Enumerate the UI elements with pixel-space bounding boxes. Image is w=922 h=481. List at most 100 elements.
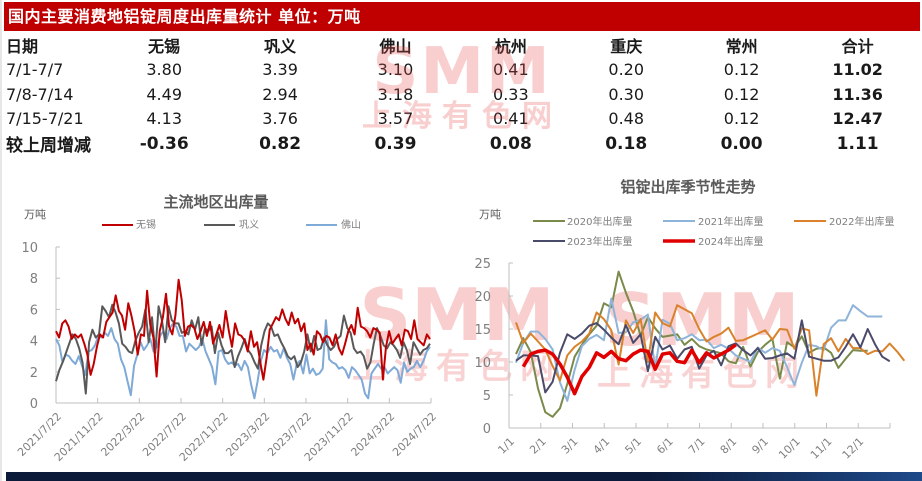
cell-date: 7/1-7/7 (6, 60, 64, 80)
y-tick-label: 10 (474, 356, 491, 371)
legend-label-foshan: 佛山 (341, 218, 361, 231)
x-tick-label: 2/1 (527, 435, 549, 457)
cell-total: 11.36 (832, 84, 883, 104)
y-tick-label: 6 (30, 303, 38, 318)
header-chongqing: 重庆 (610, 37, 643, 57)
x-tick-label: 9/1 (749, 435, 771, 457)
y-tick-label: 2 (30, 366, 38, 381)
report-title: 国内主要消费地铝锭周度出库量统计 单位：万吨 (4, 2, 920, 31)
cell-change: 0.39 (374, 133, 417, 154)
cell-value: 0.30 (608, 84, 645, 104)
y-tick-label: 8 (30, 272, 38, 287)
cell-value: 4.13 (146, 109, 182, 129)
header-hangzhou: 杭州 (494, 37, 527, 57)
left-chart-legend: 无锡 巩义 佛山 (102, 218, 361, 231)
y-tick-label: 4 (30, 335, 38, 350)
x-tick-label: 2022/3/22 (98, 410, 147, 459)
x-tick-label: 3/1 (559, 435, 581, 457)
cell-value: 2.94 (262, 84, 298, 104)
table-row-weekly-change: 较上周增减 -0.36 0.82 0.39 0.08 0.18 0.00 1.1… (6, 131, 916, 157)
cell-total: 11.02 (832, 60, 883, 80)
cell-value: 3.80 (146, 60, 182, 80)
right-chart-lines (515, 270, 906, 418)
right-chart-ylabel: 万吨 (479, 208, 501, 221)
legend-label-2024: 2024年出库量 (698, 235, 763, 248)
header-total: 合计 (841, 37, 874, 57)
cell-value: 3.57 (377, 109, 414, 129)
cell-value: 3.18 (377, 84, 414, 104)
x-tick-label: 2024/3/22 (348, 410, 397, 459)
cell-value: 3.10 (377, 60, 414, 80)
outbound-stats-table: 日期 无锡 巩义 佛山 杭州 重庆 常州 合计 7/1-7/7 3.80 3.3… (6, 33, 916, 156)
cell-value: 0.33 (493, 84, 529, 104)
x-tick-label: 7/1 (686, 435, 708, 457)
series-line-2022 (515, 304, 906, 397)
cell-date: 7/8-7/14 (6, 84, 74, 104)
cell-value: 0.41 (493, 60, 529, 80)
x-tick-label: 8/1 (718, 435, 740, 457)
cell-value: 0.12 (723, 60, 760, 80)
left-chart-ylabel: 万吨 (24, 208, 46, 221)
cell-total: 12.47 (832, 109, 883, 129)
series-line-2024 (521, 343, 737, 396)
header-wuxi: 无锡 (148, 37, 181, 57)
cell-change: 0.18 (605, 133, 648, 154)
y-tick-label: 20 (474, 290, 491, 305)
table-row: 7/1-7/7 3.80 3.39 3.10 0.41 0.20 0.12 11… (6, 58, 916, 83)
right-chart-title: 铝锭出库季节性走势 (620, 178, 755, 196)
x-tick-label: 11/1 (808, 435, 835, 462)
x-tick-label: 2023/3/22 (223, 410, 272, 459)
series-line-gongyi (55, 303, 431, 395)
legend-label-2023: 2023年出库量 (567, 235, 632, 248)
legend-label-2020: 2020年出库量 (567, 215, 632, 228)
legend-label-2021: 2021年出库量 (698, 215, 763, 228)
header-changzhou: 常州 (725, 37, 758, 57)
header-gongyi: 巩义 (264, 37, 297, 57)
y-tick-label: 0 (483, 422, 491, 437)
cell-value: 3.39 (262, 60, 298, 80)
series-line-2021 (515, 297, 883, 402)
cell-change-label: 较上周增减 (6, 136, 91, 156)
table-row: 7/8-7/14 4.49 2.94 3.18 0.33 0.30 0.12 1… (6, 82, 916, 107)
x-tick-label: 12/1 (840, 435, 867, 462)
cell-change: 0.00 (720, 133, 763, 154)
cell-change: 0.08 (489, 133, 532, 154)
y-tick-label: 5 (483, 389, 491, 404)
left-chart: 主流地区出库量 万吨 无锡 巩义 佛山 02468102021/7/222021… (15, 193, 439, 464)
header-foshan: 佛山 (379, 37, 412, 57)
cell-change-total: 1.11 (836, 133, 879, 154)
cell-change: -0.36 (139, 133, 189, 154)
cell-value: 0.48 (608, 109, 645, 129)
y-tick-label: 0 (30, 397, 38, 412)
header-date: 日期 (6, 37, 39, 57)
table-header-row: 日期 无锡 巩义 佛山 杭州 重庆 常州 合计 (6, 33, 916, 58)
table-row: 7/15-7/21 4.13 3.76 3.57 0.41 0.48 0.12 … (6, 107, 916, 132)
cell-value: 0.12 (723, 109, 760, 129)
cell-value: 4.49 (146, 84, 182, 104)
series-line-wuxi (55, 278, 431, 381)
legend-label-2022: 2022年出库量 (829, 215, 894, 228)
x-tick-label: 5/1 (622, 435, 644, 457)
legend-label-gongyi: 巩义 (239, 219, 259, 231)
left-chart-lines (55, 278, 431, 400)
cell-value: 3.76 (262, 109, 298, 129)
cell-value: 0.20 (608, 60, 645, 80)
y-tick-label: 10 (21, 241, 38, 256)
cell-value: 0.12 (723, 84, 760, 104)
series-line-2023 (515, 319, 891, 394)
y-tick-label: 25 (474, 257, 491, 272)
y-tick-label: 15 (474, 323, 491, 338)
cell-value: 0.41 (493, 109, 529, 129)
series-line-foshan (55, 319, 431, 400)
x-tick-label: 10/1 (776, 435, 803, 462)
x-tick-label: 1/1 (495, 435, 517, 457)
cell-date: 7/15-7/21 (6, 109, 84, 129)
x-tick-label: 4/1 (591, 435, 613, 457)
legend-label-wuxi: 无锡 (136, 218, 156, 231)
left-chart-title: 主流地区出库量 (163, 193, 268, 211)
x-tick-label: 6/1 (654, 435, 676, 457)
bottom-banner (6, 472, 922, 481)
right-chart-legend: 2020年出库量 2021年出库量 2022年出库量 2023年出库量 2024… (533, 215, 894, 248)
